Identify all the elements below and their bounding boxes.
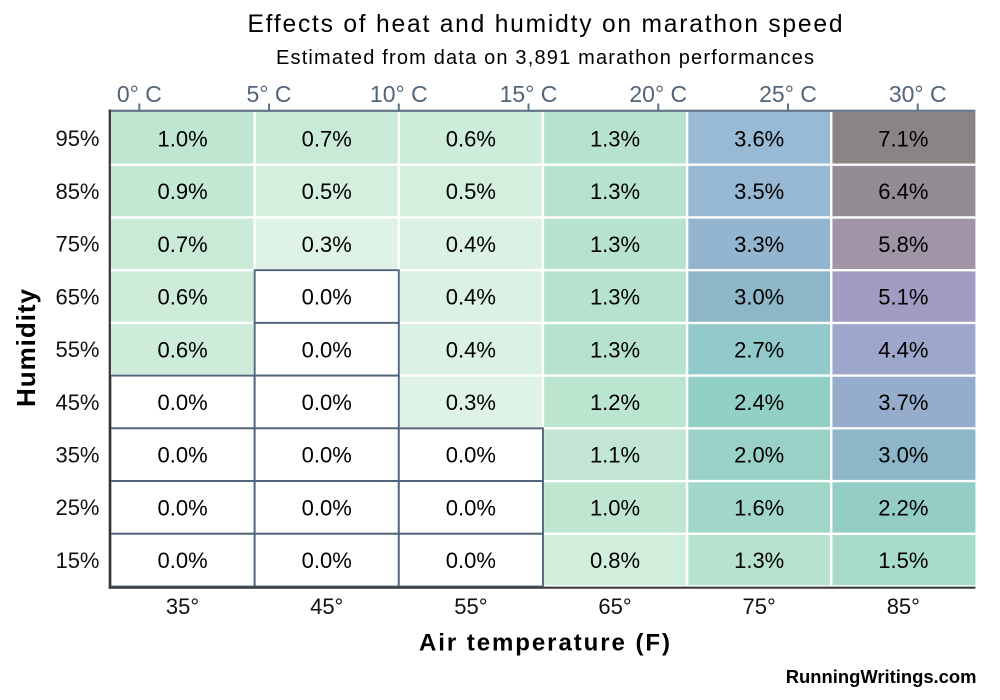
svg-text:0.8%: 0.8% (590, 548, 640, 573)
svg-text:75°: 75° (743, 594, 776, 619)
svg-text:Humidity: Humidity (11, 288, 41, 407)
svg-text:0.0%: 0.0% (302, 337, 352, 362)
svg-text:0.0%: 0.0% (157, 495, 207, 520)
svg-text:1.3%: 1.3% (590, 179, 640, 204)
svg-text:3.0%: 3.0% (878, 443, 928, 468)
svg-text:0.5%: 0.5% (302, 179, 352, 204)
svg-text:2.7%: 2.7% (734, 337, 784, 362)
svg-text:3.5%: 3.5% (734, 179, 784, 204)
svg-text:7.1%: 7.1% (878, 126, 928, 151)
svg-text:0.5%: 0.5% (446, 179, 496, 204)
svg-text:Estimated from data on 3,891 m: Estimated from data on 3,891 marathon pe… (276, 47, 814, 69)
svg-text:55°: 55° (454, 594, 487, 619)
svg-text:0.7%: 0.7% (302, 126, 352, 151)
svg-text:Effects of heat and humidty on: Effects of heat and humidty on marathon … (248, 11, 843, 38)
svg-text:0.0%: 0.0% (446, 548, 496, 573)
svg-text:15%: 15% (55, 548, 99, 573)
svg-text:20° C: 20° C (629, 81, 687, 107)
svg-text:3.3%: 3.3% (734, 232, 784, 257)
svg-text:2.0%: 2.0% (734, 443, 784, 468)
svg-text:75%: 75% (55, 232, 99, 257)
svg-text:1.5%: 1.5% (878, 548, 928, 573)
svg-text:0.0%: 0.0% (157, 548, 207, 573)
svg-text:0.0%: 0.0% (302, 495, 352, 520)
svg-text:0.4%: 0.4% (446, 232, 496, 257)
svg-text:3.7%: 3.7% (878, 390, 928, 415)
svg-text:1.3%: 1.3% (590, 126, 640, 151)
svg-text:0.0%: 0.0% (302, 443, 352, 468)
svg-text:0.3%: 0.3% (446, 390, 496, 415)
svg-text:0.0%: 0.0% (157, 390, 207, 415)
svg-text:3.6%: 3.6% (734, 126, 784, 151)
svg-text:4.4%: 4.4% (878, 337, 928, 362)
svg-text:0.0%: 0.0% (446, 495, 496, 520)
svg-text:0.0%: 0.0% (302, 285, 352, 310)
svg-text:0.9%: 0.9% (157, 179, 207, 204)
svg-text:0.7%: 0.7% (157, 232, 207, 257)
svg-text:RunningWritings.com: RunningWritings.com (786, 666, 977, 687)
svg-text:5° C: 5° C (247, 81, 292, 107)
svg-text:0.4%: 0.4% (446, 285, 496, 310)
svg-text:3.0%: 3.0% (734, 285, 784, 310)
svg-text:0.0%: 0.0% (157, 443, 207, 468)
svg-text:0.0%: 0.0% (302, 548, 352, 573)
svg-text:0.6%: 0.6% (446, 126, 496, 151)
svg-text:25° C: 25° C (759, 81, 817, 107)
svg-text:35°: 35° (166, 594, 199, 619)
svg-text:5.1%: 5.1% (878, 285, 928, 310)
svg-text:15° C: 15° C (500, 81, 558, 107)
svg-text:5.8%: 5.8% (878, 232, 928, 257)
svg-text:1.3%: 1.3% (590, 285, 640, 310)
svg-text:Air temperature (F): Air temperature (F) (419, 630, 670, 657)
svg-text:2.4%: 2.4% (734, 390, 784, 415)
svg-text:1.3%: 1.3% (734, 548, 784, 573)
svg-text:25%: 25% (55, 495, 99, 520)
svg-text:65°: 65° (598, 594, 631, 619)
svg-text:1.1%: 1.1% (590, 443, 640, 468)
svg-text:0.3%: 0.3% (302, 232, 352, 257)
svg-text:45°: 45° (310, 594, 343, 619)
svg-text:1.0%: 1.0% (590, 495, 640, 520)
svg-text:45%: 45% (55, 390, 99, 415)
svg-text:1.0%: 1.0% (157, 126, 207, 151)
svg-text:0.0%: 0.0% (302, 390, 352, 415)
svg-text:1.3%: 1.3% (590, 337, 640, 362)
svg-text:85%: 85% (55, 179, 99, 204)
svg-text:85°: 85° (887, 594, 920, 619)
svg-text:0.6%: 0.6% (157, 285, 207, 310)
svg-text:65%: 65% (55, 284, 99, 309)
svg-text:1.2%: 1.2% (590, 390, 640, 415)
svg-text:0.0%: 0.0% (446, 443, 496, 468)
svg-text:10° C: 10° C (370, 81, 428, 107)
svg-text:35%: 35% (55, 442, 99, 467)
svg-text:6.4%: 6.4% (878, 179, 928, 204)
svg-text:2.2%: 2.2% (878, 495, 928, 520)
svg-text:95%: 95% (55, 126, 99, 151)
svg-text:30° C: 30° C (889, 81, 947, 107)
svg-text:0° C: 0° C (117, 81, 162, 107)
svg-text:1.6%: 1.6% (734, 495, 784, 520)
svg-text:1.3%: 1.3% (590, 232, 640, 257)
svg-text:0.4%: 0.4% (446, 337, 496, 362)
svg-text:0.6%: 0.6% (157, 337, 207, 362)
svg-text:55%: 55% (55, 337, 99, 362)
